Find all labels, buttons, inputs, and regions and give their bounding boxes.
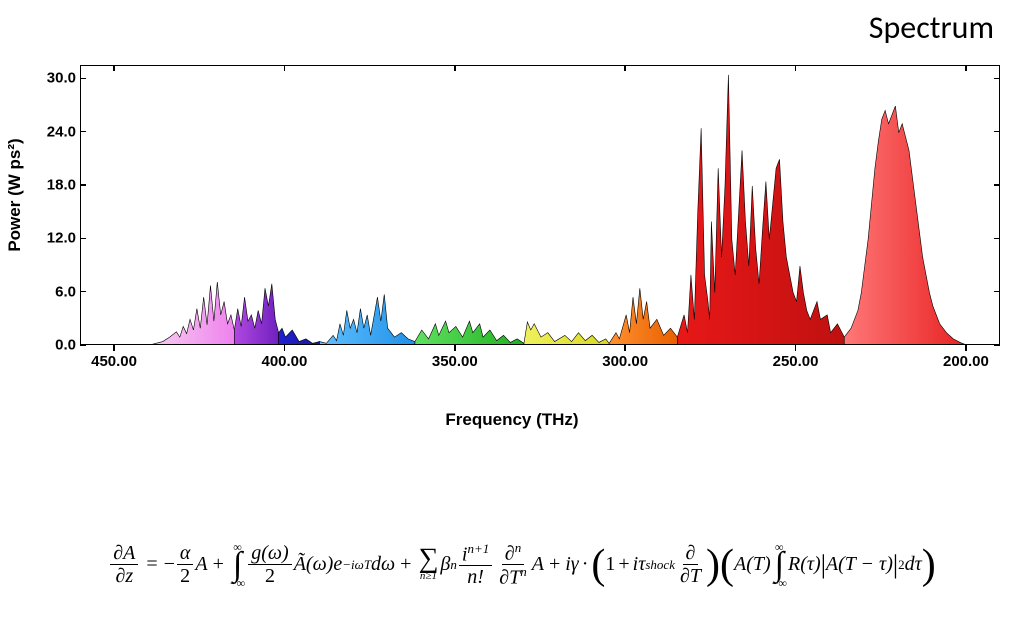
spectrum-chart: Power (W ps²) 0.06.012.018.024.030.0 450… [10,55,1014,435]
y-tick-label: 30.0 [47,70,76,87]
x-axis-label: Frequency (THz) [445,410,578,430]
spectrum-blue1 [279,328,320,345]
page-title: Spectrum [869,8,994,47]
x-tick-label: 250.00 [773,353,819,370]
y-tick-label: 24.0 [47,123,76,140]
y-tick-label: 6.0 [55,283,76,300]
spectrum-red2 [844,106,967,345]
x-tick-label: 450.00 [91,353,137,370]
y-tick-label: 18.0 [47,177,76,194]
x-tick-label: 350.00 [432,353,478,370]
x-tick-label: 400.00 [261,353,307,370]
plot-area [80,65,1000,345]
y-tick-label: 0.0 [55,337,76,354]
y-tick-label: 12.0 [47,230,76,247]
x-tick-label: 300.00 [602,353,648,370]
spectrum-violet1 [149,282,234,345]
y-axis-label: Power (W ps²) [5,138,25,251]
spectrum-orange [609,288,677,345]
equation: ∂A∂z = − α2 A + ∞∫−∞ g(ω)2 Ã(ω) e−iωT dω… [40,541,1004,589]
spectrum-yellow [524,322,609,345]
spectrum-svg [81,66,1000,345]
spectrum-red1 [677,75,844,345]
spectrum-lightblue [320,294,415,345]
spectrum-violet2 [234,284,278,345]
x-tick-label: 200.00 [943,353,989,370]
spectrum-green [415,321,524,345]
